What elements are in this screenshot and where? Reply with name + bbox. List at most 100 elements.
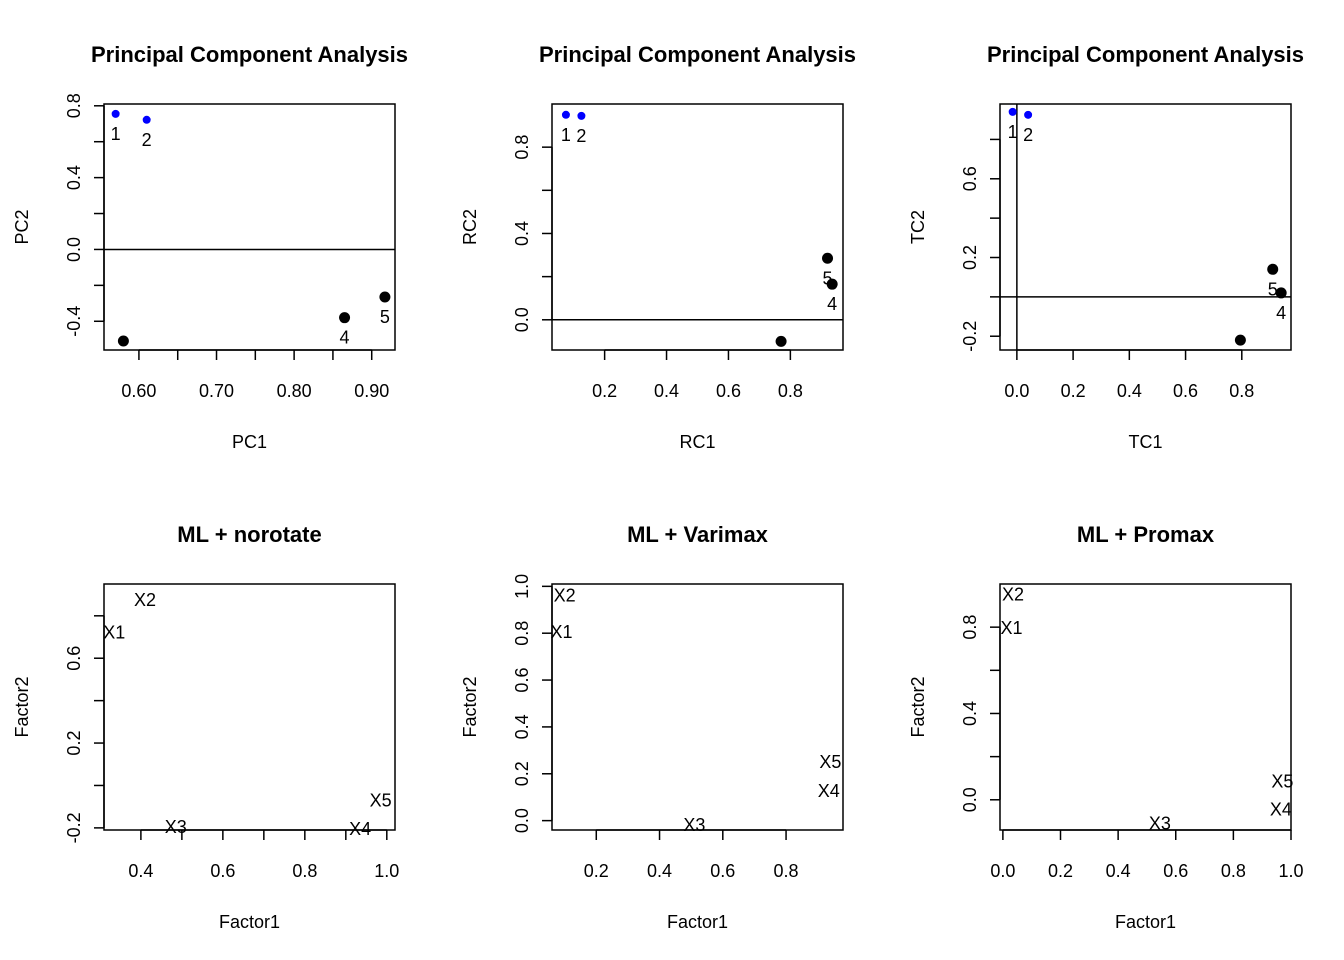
x-tick-label: 0.60 (121, 381, 156, 401)
y-tick-label: 0.4 (512, 221, 532, 246)
y-axis-title: Factor2 (12, 676, 32, 737)
point-text-label: X4 (818, 781, 840, 801)
point-label: 5 (1268, 279, 1278, 299)
x-tick-label: 0.70 (199, 381, 234, 401)
data-point (1234, 334, 1246, 346)
chart-title: ML + norotate (177, 522, 321, 547)
chart-title: Principal Component Analysis (539, 42, 856, 67)
x-tick-label: 0.80 (277, 381, 312, 401)
plot-frame (551, 583, 844, 831)
point-text-label: X3 (1149, 813, 1171, 833)
y-tick-label: 0.0 (512, 307, 532, 332)
x-tick-label: 0.4 (128, 861, 153, 881)
point-text-label: X4 (349, 819, 371, 839)
data-point (1267, 263, 1279, 275)
y-axis-title: Factor2 (908, 676, 928, 737)
plot-frame (551, 103, 844, 351)
x-tick-label: 0.0 (1004, 381, 1029, 401)
x-tick-label: 0.4 (1106, 861, 1131, 881)
y-tick-label: 0.8 (512, 135, 532, 160)
x-tick-label: 0.6 (1163, 861, 1188, 881)
point-label: 5 (823, 268, 833, 288)
x-tick-label: 0.6 (710, 861, 735, 881)
chart-panel-1: Principal Component Analysis 0.60 0.70 0.80… (12, 42, 408, 452)
chart-title: Principal Component Analysis (987, 42, 1304, 67)
y-axis-title: RC2 (460, 209, 480, 245)
y-tick-label: 0.8 (960, 615, 980, 640)
x-axis-title: PC1 (232, 432, 267, 452)
y-tick-label: 0.6 (64, 646, 84, 671)
point-text-label: X1 (1001, 618, 1023, 638)
data-point (775, 335, 787, 347)
chart-panel-2: Principal Component Analysis 0.2 0.4 0.6 0.8… (460, 42, 856, 452)
x-tick-label: 0.4 (1117, 381, 1142, 401)
x-axis-title: Factor1 (1115, 912, 1176, 932)
chart-panel-5: ML + Varimax 0.2 0.4 0.6 0.8 0.0 0.2 0.4 0.6 0.8 1… (460, 522, 844, 932)
point-label: 4 (340, 328, 350, 348)
x-tick-label: 0.2 (584, 861, 609, 881)
y-tick-label: 0.2 (64, 731, 84, 756)
y-tick-label: 0.0 (960, 787, 980, 812)
data-point (117, 335, 129, 347)
point-text-label: X3 (165, 817, 187, 837)
x-tick-label: 0.2 (1048, 861, 1073, 881)
y-tick-label: 1.0 (512, 574, 532, 599)
data-point (1275, 287, 1287, 299)
x-tick-label: 0.8 (774, 861, 799, 881)
x-tick-label: 0.8 (778, 381, 803, 401)
x-tick-label: 1.0 (1278, 861, 1303, 881)
data-point (561, 110, 570, 119)
y-axis-title: PC2 (12, 209, 32, 244)
x-tick-label: 0.2 (592, 381, 617, 401)
data-point (379, 291, 391, 303)
x-tick-label: 1.0 (374, 861, 399, 881)
chart-panel-4: ML + norotate 0.4 0.6 0.8 1.0 -0.2 0.2 0.6 Facto… (12, 522, 399, 932)
y-tick-label: 0.0 (64, 237, 84, 262)
data-point (826, 278, 838, 290)
point-text-label: X3 (683, 815, 705, 835)
y-tick-label: 0.6 (960, 166, 980, 191)
point-label: 2 (142, 130, 152, 150)
data-point (822, 252, 834, 264)
chart-title: Principal Component Analysis (91, 42, 408, 67)
x-tick-label: 0.0 (990, 861, 1015, 881)
x-tick-label: 0.6 (210, 861, 235, 881)
x-tick-label: 0.8 (292, 861, 317, 881)
point-label: 2 (1023, 125, 1033, 145)
data-point (111, 109, 120, 118)
y-tick-label: 0.8 (512, 621, 532, 646)
y-axis-title: TC2 (908, 210, 928, 244)
x-axis-title: TC1 (1128, 432, 1162, 452)
x-tick-label: 0.4 (647, 861, 672, 881)
point-label: 1 (1008, 122, 1018, 142)
y-tick-label: 0.4 (512, 714, 532, 739)
chart-panel-6: ML + Promax 0.0 0.2 0.4 0.6 0.8 1.0 0.0 0.4 0.8 Fa… (908, 522, 1304, 932)
point-text-label: X5 (1271, 771, 1293, 791)
y-tick-label: 0.6 (512, 668, 532, 693)
x-axis-title: Factor1 (667, 912, 728, 932)
chart-title: ML + Promax (1077, 522, 1215, 547)
point-text-label: X4 (1270, 799, 1292, 819)
data-point (1024, 110, 1033, 119)
point-text-label: X2 (554, 586, 576, 606)
y-tick-label: 0.0 (512, 808, 532, 833)
point-text-label: X1 (103, 623, 125, 643)
x-tick-label: 0.2 (1061, 381, 1086, 401)
point-text-label: X1 (550, 622, 572, 642)
y-tick-label: 0.2 (512, 761, 532, 786)
y-tick-label: 0.4 (960, 701, 980, 726)
point-text-label: X5 (370, 790, 392, 810)
point-text-label: X2 (134, 590, 156, 610)
point-text-label: X2 (1002, 585, 1024, 605)
plot-frame (103, 583, 396, 831)
point-label: 2 (576, 126, 586, 146)
x-tick-label: 0.4 (654, 381, 679, 401)
plot-frame (999, 583, 1292, 831)
x-axis-title: Factor1 (219, 912, 280, 932)
chart-title: ML + Varimax (627, 522, 769, 547)
y-tick-label: 0.4 (64, 165, 84, 190)
point-label: 4 (1276, 303, 1286, 323)
data-point (142, 115, 151, 124)
plot-frame (999, 103, 1292, 351)
